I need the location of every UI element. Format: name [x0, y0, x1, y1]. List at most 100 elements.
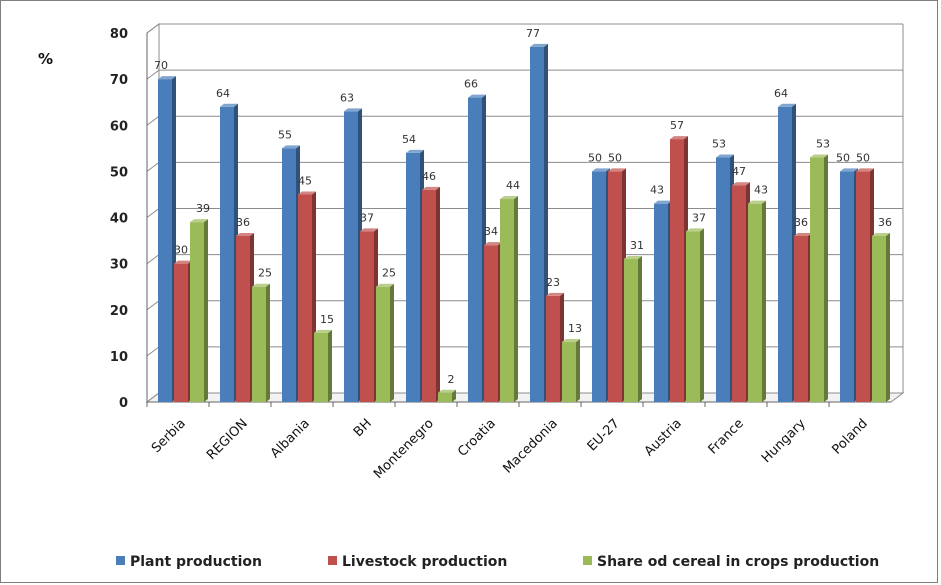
bar-top — [220, 103, 238, 107]
bar-cereal — [686, 228, 704, 402]
data-label: 53 — [712, 138, 726, 151]
axes — [145, 23, 905, 407]
bar-cereal — [190, 219, 208, 402]
bar-livestock — [794, 232, 812, 402]
bar-front — [530, 46, 544, 403]
bar-top — [406, 149, 424, 153]
legend-label: Share od cereal in crops production — [597, 554, 879, 570]
bar-side — [824, 154, 828, 402]
y-tick-label: 30 — [110, 258, 128, 273]
bar-plant — [716, 154, 734, 402]
bar-front — [670, 139, 684, 402]
legend: Plant production Livestock production Shar… — [116, 554, 879, 570]
bar-cereal — [252, 283, 270, 402]
bar-cereal — [376, 283, 394, 402]
bar-side — [886, 232, 890, 402]
bar-front — [732, 185, 746, 402]
legend-swatch — [328, 556, 337, 565]
legend-label: Plant production — [130, 554, 262, 570]
y-tick-label: 0 — [119, 396, 128, 411]
bar-plant — [406, 149, 424, 402]
bar-front — [546, 295, 560, 402]
bar-livestock — [670, 136, 688, 402]
bar-front — [810, 157, 824, 402]
bar-plant — [530, 43, 548, 403]
data-label: 64 — [216, 87, 230, 100]
bar-plant — [654, 200, 672, 402]
bar-top — [174, 260, 192, 264]
bar-top — [670, 136, 688, 140]
legend-item: Livestock production — [328, 554, 507, 570]
bar-side — [700, 228, 704, 402]
data-label: 30 — [174, 244, 188, 257]
bar-livestock — [484, 242, 502, 402]
data-label: 50 — [836, 151, 850, 164]
bar-front — [856, 171, 870, 402]
gridline-depth-7 — [146, 69, 160, 80]
bar-cereal — [438, 389, 456, 402]
legend-item: Share od cereal in crops production — [583, 554, 879, 570]
data-label: 46 — [422, 170, 436, 183]
bar-top — [252, 283, 270, 287]
data-label: 44 — [506, 179, 520, 192]
x-tick-label: Croatia — [455, 416, 499, 460]
bar-front — [624, 259, 638, 402]
data-label: 36 — [878, 216, 892, 229]
data-label: 31 — [630, 239, 644, 252]
bar-top — [732, 182, 750, 186]
y-tick-label: 70 — [110, 73, 128, 88]
bar-side — [576, 339, 580, 402]
bars — [158, 43, 890, 403]
data-label: 23 — [546, 276, 560, 289]
bar-top — [562, 339, 580, 343]
bar-top — [624, 256, 642, 260]
data-label: 25 — [258, 267, 272, 280]
bar-top — [376, 283, 394, 287]
x-tick-label: Poland — [830, 416, 871, 457]
bar-livestock — [174, 260, 192, 402]
bar-side — [436, 186, 440, 402]
bar-top — [158, 76, 176, 80]
bar-front — [282, 148, 296, 402]
x-tick-label: BH — [351, 416, 375, 440]
data-label: 64 — [774, 87, 788, 100]
gridline-depth-4 — [146, 208, 160, 218]
bar-front — [252, 286, 266, 402]
y-tick-label: 40 — [110, 212, 128, 227]
legend-item: Plant production — [116, 554, 262, 570]
bar-front — [174, 263, 188, 402]
bar-livestock — [360, 228, 378, 402]
bar-top — [236, 232, 254, 236]
data-label: 25 — [382, 267, 396, 280]
bar-side — [762, 200, 766, 402]
x-tick-label: Albania — [268, 416, 313, 461]
data-label: 45 — [298, 174, 312, 187]
bar-front — [158, 79, 172, 402]
bar-cereal — [748, 200, 766, 402]
bar-top — [872, 232, 890, 236]
bar-top — [856, 168, 874, 172]
bar-top — [686, 228, 704, 232]
bar-front — [468, 97, 482, 402]
bar-plant — [344, 108, 362, 402]
bar-livestock — [608, 168, 626, 402]
data-label: 15 — [320, 313, 334, 326]
y-tick-label: 60 — [110, 119, 128, 134]
gridline-depth-3 — [146, 254, 160, 265]
data-label: 34 — [484, 225, 498, 238]
bar-front — [592, 171, 606, 402]
legend-label: Livestock production — [342, 554, 507, 570]
bar-top — [500, 196, 518, 200]
bar-front — [360, 231, 374, 402]
bar-plant — [840, 168, 858, 402]
bar-livestock — [546, 292, 564, 402]
bar-front — [686, 231, 700, 402]
bar-plant — [592, 168, 610, 402]
data-label: 54 — [402, 133, 416, 146]
data-label: 63 — [340, 91, 354, 104]
bar-front — [422, 189, 436, 402]
data-label: 77 — [526, 27, 540, 40]
bar-plant — [468, 94, 486, 402]
bar-front — [840, 171, 854, 402]
